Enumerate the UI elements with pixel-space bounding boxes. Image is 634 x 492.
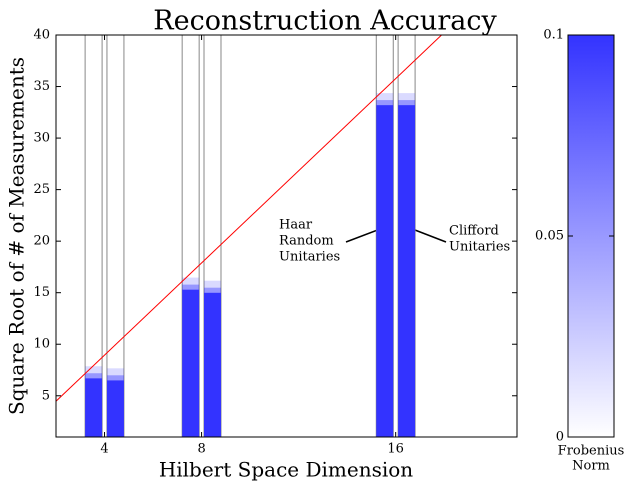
bar [106,380,124,437]
chart-title: Reconstruction Accuracy [153,6,497,37]
colorbar-label: Frobenius [558,444,625,459]
bar [398,105,416,437]
colorbar-label: Norm [572,459,610,474]
x-tick-label: 16 [387,442,404,457]
y-tick-label: 30 [33,131,50,146]
fade-band [398,100,416,106]
fade-band [376,93,394,106]
bar [85,378,103,437]
colorbar-tick-label: 0.05 [535,229,564,244]
colorbar-tick-label: 0.1 [543,28,564,43]
fade-band [204,280,221,293]
plot-frame [55,34,518,438]
annotation: Haar [279,218,313,233]
annotation: Random [279,234,334,249]
fade-band [85,373,103,379]
x-tick-label: 8 [197,442,205,457]
y-tick-label: 20 [33,234,50,249]
fade-band [182,284,200,290]
y-tick-label: 35 [33,79,50,94]
y-tick-label: 15 [33,285,50,300]
y-tick-label: 10 [33,337,50,352]
annotation: Unitaries [279,250,340,265]
fade-band [398,93,416,106]
y-axis-label: Square Root of # of Measurements [5,57,29,415]
x-axis-label: Hilbert Space Dimension [159,458,413,482]
fade-band [106,375,124,381]
colorbar [567,34,615,438]
y-tick-label: 40 [33,28,50,43]
y-tick-label: 25 [33,182,50,197]
annotation: Clifford [449,224,499,239]
line [56,35,442,402]
fade-band [204,287,221,293]
bar [182,289,200,437]
x-tick-label: 4 [100,442,108,457]
y-tick-label: 5 [42,388,50,403]
fade-band [106,368,124,381]
fade-band [182,277,200,290]
fade-band [376,100,394,106]
annotation: Unitaries [449,240,510,255]
bar [204,292,221,437]
bar [376,105,394,437]
colorbar-tick-label: 0 [556,430,564,445]
